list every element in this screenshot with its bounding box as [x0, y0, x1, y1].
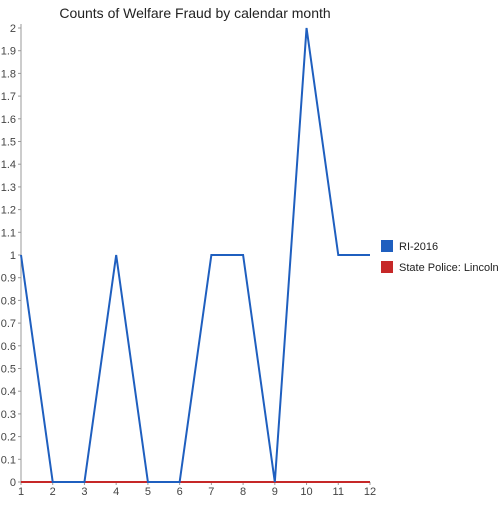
legend: RI-2016 State Police: Lincoln: [381, 240, 499, 274]
y-tick-label: 0.6: [1, 341, 16, 353]
y-tick-label: 1.3: [1, 182, 16, 194]
y-tick-label: 1.5: [1, 137, 16, 149]
y-tick-label: 1.2: [1, 205, 16, 217]
y-tick-label: 1.9: [1, 46, 16, 58]
y-tick-label: 2: [10, 23, 16, 35]
y-tick-label: 1.8: [1, 68, 16, 80]
legend-swatch: [381, 240, 393, 252]
y-tick-label: 0.5: [1, 364, 16, 376]
y-tick-label: 0: [10, 477, 16, 489]
legend-label: State Police: Lincoln: [399, 262, 499, 274]
x-tick-label: 4: [113, 486, 119, 498]
series-line-1: [20, 27, 370, 483]
y-tick-label: 0.4: [1, 386, 16, 398]
y-tick-label: 1: [10, 250, 16, 262]
series-lines: [20, 27, 370, 483]
y-tick-label: 0.8: [1, 295, 16, 307]
x-tick-label: 10: [300, 486, 312, 498]
x-tick-label: 11: [333, 486, 344, 498]
axes: 0 0.1 0.2 0.3 0.4 0.5 0.6 0.7 0.8 0.9 1 1.1 1.2 1.3 1.…: [1, 23, 376, 498]
y-tick-label: 1.1: [1, 227, 16, 239]
legend-swatch: [381, 261, 393, 273]
x-tick-label: 7: [208, 486, 214, 498]
y-tick-label: 1.4: [1, 159, 16, 171]
x-tick-label: 9: [272, 486, 278, 498]
y-tick-label: 0.7: [1, 318, 16, 330]
x-tick-label: 2: [50, 486, 56, 498]
y-tick-label: 0.3: [1, 409, 16, 421]
x-tick-label: 8: [240, 486, 246, 498]
x-tick-label: 1: [18, 486, 24, 498]
legend-label: RI-2016: [399, 241, 438, 253]
x-tick-label: 5: [145, 486, 151, 498]
y-tick-label: 0.2: [1, 432, 16, 444]
y-tick-label: 1.6: [1, 114, 16, 126]
chart-title: Counts of Welfare Fraud by calendar mont…: [59, 5, 330, 21]
x-tick-label: 3: [81, 486, 87, 498]
y-tick-label: 1.7: [1, 91, 16, 103]
x-tick-label: 12: [364, 486, 376, 498]
x-tick-label: 6: [177, 486, 183, 498]
y-tick-label: 0.9: [1, 273, 16, 285]
y-tick-label: 0.1: [1, 454, 16, 466]
